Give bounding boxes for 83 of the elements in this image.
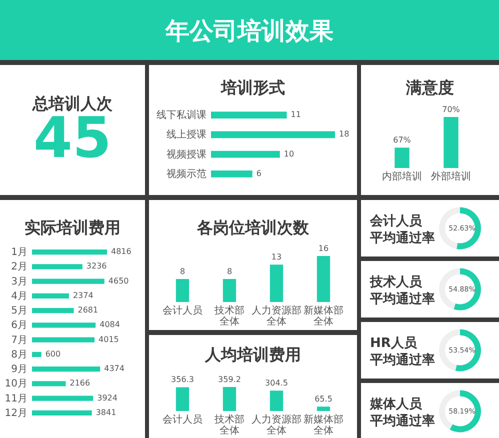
data-label: 600 [45,349,61,358]
bar [32,264,82,270]
y-tick-label: 线上授课 [166,128,206,141]
data-label: 8 [226,267,232,276]
y-tick-label: 1月 [11,247,28,258]
data-label: 2681 [78,306,98,315]
data-label: 11 [290,110,301,120]
bar [32,410,92,416]
y-tick-label: 4月 [11,290,28,302]
y-tick-label: 11月 [4,393,28,404]
data-label: 8 [180,267,186,276]
data-label: 356.3 [171,375,194,384]
data-label: 2374 [72,290,94,300]
x-tick-label: 会计人员 [162,414,202,426]
data-label: 304.5 [265,378,288,388]
data-label: 6 [256,168,262,178]
x-tick-label: 人力资源部全体 [252,304,302,328]
text: 会计人员平均通过率 [369,214,435,246]
data-label: 4374 [104,364,124,374]
bar [32,293,69,298]
y-tick-label: 线下私训课 [156,109,206,122]
data-label: 359.2 [218,375,241,384]
data-label: 16 [318,244,329,253]
bar [32,366,100,372]
y-tick-label: 视频示范 [166,168,206,180]
x-tick-label: 人力资源部全体 [252,414,302,436]
bar [211,112,287,118]
bar [32,278,104,284]
data-label: 4816 [111,247,132,256]
y-tick-label: 10月 [4,378,28,390]
chart-title: 满意度 [405,78,454,97]
bar [32,352,42,358]
y-tick-label: 12月 [4,408,28,419]
bar [176,387,190,411]
data-label: 4015 [98,334,119,344]
bar [32,308,74,314]
bar [211,170,252,178]
x-tick-label: 会计人员 [162,304,202,316]
bar [32,337,95,342]
text: 年公司培训效果 [164,17,334,45]
y-tick-label: 9月 [11,364,28,376]
data-label: 67% [393,136,412,145]
x-tick-label: 技术部全体 [214,414,244,436]
text: 媒体人员平均通过率 [369,397,435,429]
data-label: 4650 [108,276,129,286]
data-label: 2166 [70,378,90,388]
bar [211,131,335,138]
chart-title: 培训形式 [220,78,285,97]
x-tick-label: 外部培训 [431,170,471,182]
y-tick-label: 8月 [11,349,28,360]
chart-title: 实际培训费用 [24,218,120,237]
x-tick-label: 技术部全体 [214,304,244,328]
bar [32,396,94,401]
bar [32,249,107,255]
data-label: 3841 [96,408,116,417]
data-label: 70% [442,105,460,114]
data-label: 18 [339,130,350,139]
bar [32,381,66,386]
bar [32,322,96,328]
data-label: 13 [271,252,282,262]
y-tick-label: 6月 [11,320,28,332]
y-tick-label: 5月 [11,306,28,317]
bar [211,150,280,158]
y-tick-label: 3月 [11,276,28,288]
data-label: 3924 [97,393,118,402]
chart-title: 人均培训费用 [204,345,301,364]
bar [316,406,330,411]
bar [270,390,284,411]
x-tick-label: 新媒体部全体 [304,304,344,328]
chart-title: 各岗位培训次数 [196,218,310,237]
data-label: 4084 [100,320,120,330]
y-tick-label: 7月 [11,334,28,346]
data-label: 3236 [86,262,107,271]
data-label: 65.5 [314,394,332,404]
x-tick-label: 新媒体部全体 [304,414,344,436]
bar [222,387,236,411]
text: 技术人员平均通过率 [369,275,435,307]
donut-slice [450,390,481,432]
y-tick-label: 2月 [11,262,28,273]
x-tick-label: 内部培训 [382,170,422,182]
text: HR人员平均通过率 [369,336,435,368]
y-tick-label: 视频授课 [166,148,206,160]
data-label: 10 [284,149,294,158]
